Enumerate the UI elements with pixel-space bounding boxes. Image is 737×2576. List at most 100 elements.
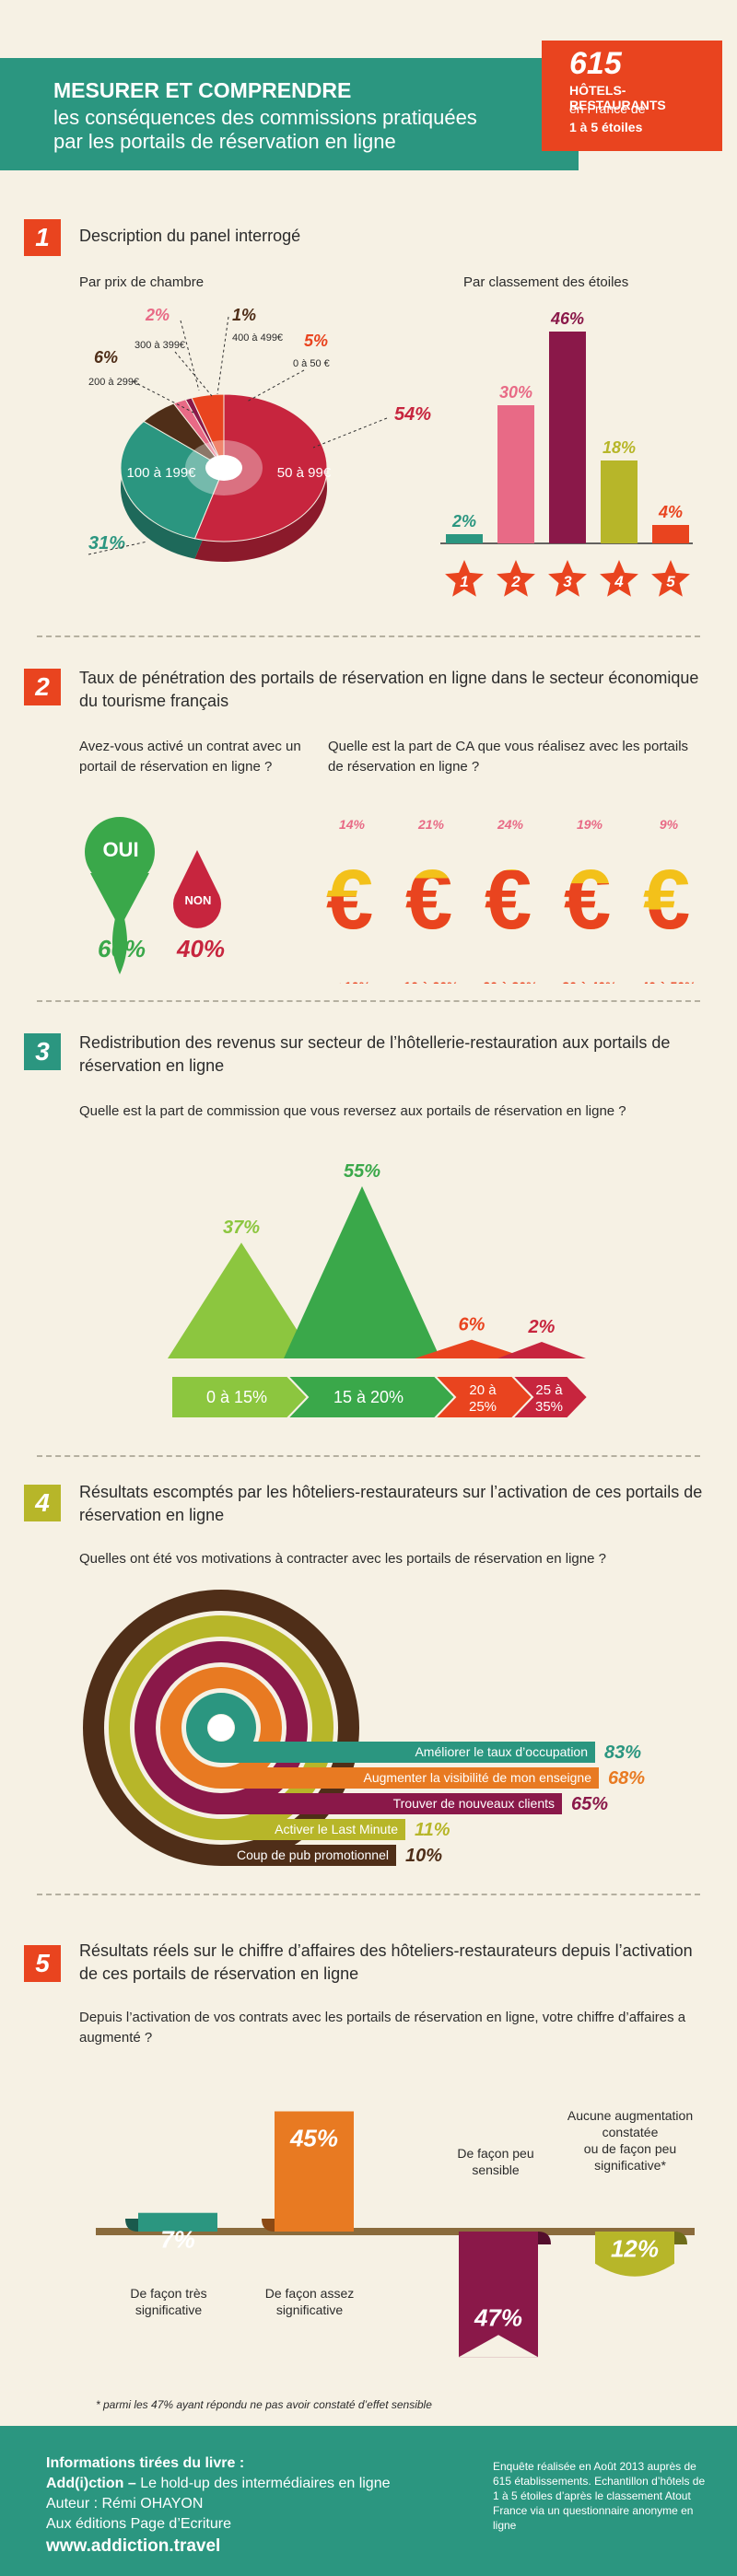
section2-question-right: Quelle est la part de CA que vous réalis… [328, 739, 689, 775]
euro-symbol-fill: € [485, 853, 532, 947]
star-icon [651, 560, 690, 597]
footer-survey-note: Enquête réalisée en Août 2013 auprès de … [493, 2460, 706, 2532]
section3-question: Quelle est la part de commission que vou… [79, 1103, 626, 1119]
motivation-percent: 65% [571, 1794, 608, 1814]
footer-author: Auteur : Rémi OHAYON [46, 2496, 204, 2512]
euro-percent: 14% [339, 817, 366, 832]
ribbon-fold [538, 2232, 551, 2244]
star-bar-value: 4% [658, 503, 683, 521]
section5-question: Depuis l’activation de vos contrats avec… [79, 2010, 686, 2046]
section-number-3: 3 [24, 1033, 61, 1070]
motivation-percent: 11% [415, 1820, 450, 1840]
commission-chart: 37% 55% 6% 2% 0 à 15% 15 à 20% 20 à25% 25 à35% [168, 1161, 590, 1419]
motivation-bar [221, 1845, 396, 1866]
ribbon-tail [595, 2232, 674, 2277]
motivation-label: Augmenter la visibilité de mon enseigne [364, 1770, 592, 1785]
pie-slice [120, 420, 225, 540]
pie-leader-line [88, 541, 148, 555]
revenue-ribbon [138, 2212, 217, 2232]
section3-title: Redistribution des revenus sur secteur d… [79, 1033, 671, 1075]
commission-percent: 55% [344, 1161, 380, 1182]
divider [37, 1455, 700, 1457]
motivation-rings: Améliorer le taux d’occupation 83% Augment… [83, 1590, 645, 1866]
euro-category: 40 à 50% [641, 979, 696, 984]
revenue-category-line: significative [135, 2302, 203, 2317]
star-rating-label: 5 [666, 573, 675, 590]
ribbon-fold [262, 2219, 275, 2232]
revenue-percent: 45% [289, 2125, 338, 2152]
revenue-category: De façon peu sensible [457, 2146, 533, 2177]
euro-category: 30 à 40% [562, 979, 617, 984]
pie-percent-label: 5% [304, 332, 328, 350]
panel-badge: 615 HÔTELS-RESTAURANTS en France de 1 à … [542, 41, 722, 151]
price-pie-chart [120, 393, 328, 562]
revenue-growth-ribbons: 7%45%47%12%De façon très significativeDe … [96, 2108, 695, 2358]
commission-triangle [168, 1242, 315, 1358]
footer-book-title: Add(i)ction – [46, 2476, 136, 2491]
section4-question: Quelles ont été vos motivations à contra… [79, 1551, 606, 1567]
divider [37, 635, 700, 637]
star-bar-value: 2% [451, 512, 476, 530]
section-number-1: 1 [24, 219, 61, 256]
section2-title: Taux de pénétration des portails de rése… [79, 669, 699, 710]
commission-triangle [415, 1339, 529, 1358]
euro-category: 20 à 30% [483, 979, 538, 984]
pie-percent-label: 1% [232, 306, 256, 324]
pie-leader-line [132, 380, 194, 414]
star-bar [652, 525, 689, 543]
revenue-percent: 7% [160, 2226, 195, 2254]
motivation-label: Améliorer le taux d’occupation [415, 1744, 588, 1759]
motivation-bar [221, 1819, 405, 1840]
footer-website-link[interactable]: www.addiction.travel [46, 2536, 221, 2556]
section-number-5: 5 [24, 1945, 61, 1982]
commission-category: 15 à 20% [333, 1388, 404, 1406]
commission-category: 25 à [535, 1382, 563, 1398]
revenue-category-line: significative [276, 2302, 344, 2317]
euro-percent: 24% [497, 817, 524, 832]
revenue-category-line: Aucune augmentation [567, 2108, 693, 2123]
revenue-growth-chart: 7%45%47%12%De façon très significativeDe … [96, 2108, 695, 2358]
euro-symbol-base: € [564, 853, 611, 947]
section2-charts: €€14%< 10%€€21%10 à 20%€€24%20 à 30%€€19… [85, 817, 696, 984]
euro-symbol-fill: € [405, 853, 452, 947]
commission-percent: 6% [459, 1315, 485, 1335]
star-rating-label: 1 [460, 573, 468, 590]
pie-percent-label: 6% [94, 348, 118, 367]
revenue-category: De façon très significative [130, 2286, 206, 2317]
star-bar-value: 18% [602, 438, 636, 457]
motivation-bar [221, 1767, 599, 1789]
commission-percent: 37% [223, 1218, 260, 1238]
motivation-center [208, 1715, 234, 1741]
motivation-percent: 68% [608, 1768, 645, 1789]
pie-leader-line [246, 369, 305, 402]
section-number-4: 4 [24, 1485, 61, 1521]
euro-symbol-base: € [405, 853, 452, 947]
motivation-label: Activer le Last Minute [275, 1822, 398, 1836]
motivation-percent: 83% [604, 1743, 641, 1763]
star-rating-label: 4 [614, 573, 624, 590]
revenue-category-line: sensible [472, 2162, 520, 2177]
pie-slice [191, 393, 225, 469]
header-subtitle-line2: par les portails de réservation en ligne [53, 130, 396, 153]
badge-number: 615 [569, 46, 622, 81]
pie-category-label: 0 à 50 € [293, 358, 330, 369]
commission-triangle [284, 1186, 440, 1358]
euro-symbol-base: € [326, 853, 373, 947]
euro-percent: 9% [660, 817, 679, 832]
revenue-category-line: ou de façon peu [584, 2141, 676, 2156]
badge-line1: HÔTELS-RESTAURANTS [569, 83, 666, 112]
footer: Informations tirées du livre : Add(i)cti… [0, 2426, 737, 2576]
header-banner: MESURER ET COMPRENDRE les conséquences d… [0, 58, 579, 170]
revenue-category-line: constatée [602, 2125, 659, 2139]
pie-percent-label: 2% [145, 306, 170, 324]
pie-title: Par prix de chambre [79, 274, 205, 290]
commission-category: 25% [469, 1399, 497, 1415]
pie-leader-line [216, 316, 229, 395]
footer-book-subtitle: Le hold-up des intermédiaires en ligne [135, 2476, 391, 2491]
motivation-label: Coup de pub promotionnel [237, 1847, 389, 1862]
revenue-category-line: significative* [594, 2158, 666, 2173]
commission-category: 0 à 15% [206, 1388, 267, 1406]
section2-question-left: Avez-vous activé un contrat avec un port… [79, 739, 301, 775]
euro-symbol-base: € [643, 853, 690, 947]
non-label: NON [184, 893, 212, 907]
